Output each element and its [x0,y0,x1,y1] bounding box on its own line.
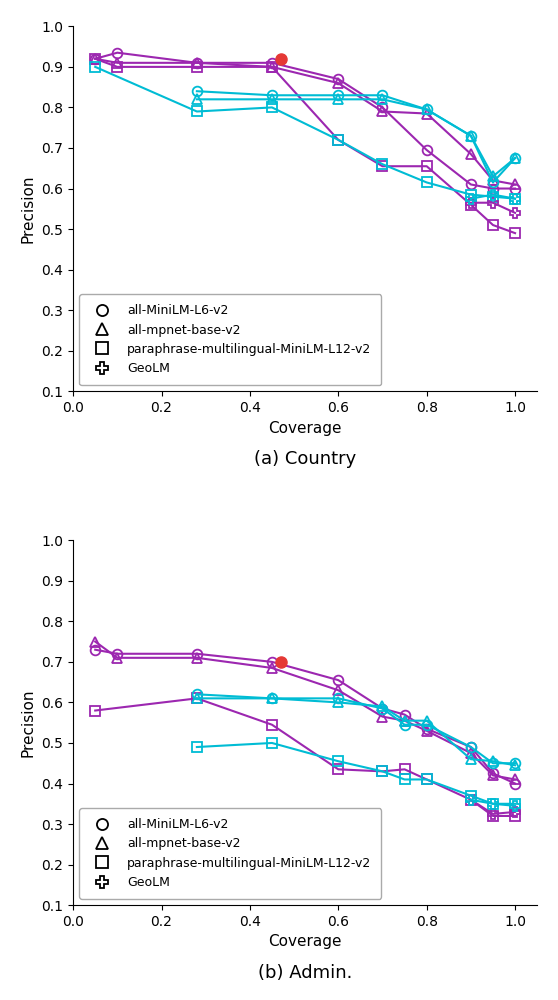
X-axis label: Coverage: Coverage [268,934,342,949]
Text: (b) Admin.: (b) Admin. [258,964,352,982]
Y-axis label: Precision: Precision [21,688,36,757]
Legend: all-MiniLM-L6-v2, all-mpnet-base-v2, paraphrase-multilingual-MiniLM-L12-v2, GeoL: all-MiniLM-L6-v2, all-mpnet-base-v2, par… [79,808,381,899]
Text: (a) Country: (a) Country [254,450,356,468]
X-axis label: Coverage: Coverage [268,421,342,436]
Legend: all-MiniLM-L6-v2, all-mpnet-base-v2, paraphrase-multilingual-MiniLM-L12-v2, GeoL: all-MiniLM-L6-v2, all-mpnet-base-v2, par… [79,294,381,385]
Y-axis label: Precision: Precision [21,175,36,243]
